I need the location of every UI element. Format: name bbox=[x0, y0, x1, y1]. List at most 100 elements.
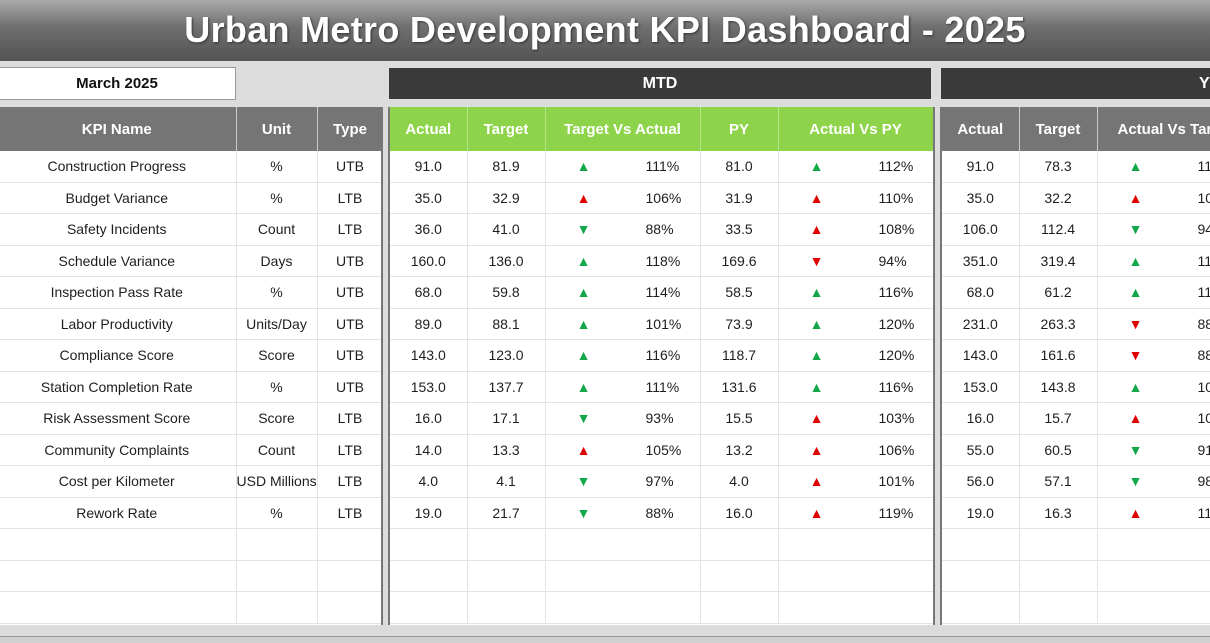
mtd-actual-cell: 4.0 bbox=[390, 466, 467, 498]
ytd-actual-vs-target-cell-content: ▲116% bbox=[1098, 505, 1210, 521]
ytd-actual-cell: 106.0 bbox=[942, 214, 1019, 246]
kpi-row: Station Completion Rate%UTB bbox=[0, 371, 383, 403]
ytd-actual-vs-target-cell: ▲110% bbox=[1097, 245, 1210, 277]
mtd-target-vs-actual-cell-content: ▲116% bbox=[546, 347, 700, 363]
unit-cell: % bbox=[236, 497, 317, 529]
mtd-actual-cell: 143.0 bbox=[390, 340, 467, 372]
up-arrow-icon: ▲ bbox=[807, 158, 827, 174]
mtd-actual-cell: 153.0 bbox=[390, 371, 467, 403]
ytd-target-cell: 143.8 bbox=[1019, 371, 1097, 403]
up-arrow-icon: ▲ bbox=[574, 442, 594, 458]
unit-cell: Units/Day bbox=[236, 308, 317, 340]
mtd-target-vs-actual-cell: ▼88% bbox=[545, 214, 700, 246]
mtd-actual-vs-py-cell-percent: 116% bbox=[879, 379, 925, 395]
up-arrow-icon: ▲ bbox=[807, 221, 827, 237]
kpi-name-header: KPI Name bbox=[0, 107, 236, 151]
ytd-actual-vs-target-cell-percent: 88% bbox=[1198, 347, 1210, 363]
unit-cell: USD Millions bbox=[236, 466, 317, 498]
dashboard-title: Urban Metro Development KPI Dashboard - … bbox=[184, 9, 1025, 51]
ytd-actual-vs-target-cell-content: ▼98% bbox=[1098, 473, 1210, 489]
kpi-name-cell: Station Completion Rate bbox=[0, 371, 236, 403]
up-arrow-icon: ▲ bbox=[1126, 379, 1146, 395]
mtd-actual-vs-py-cell-content: ▲108% bbox=[779, 221, 933, 237]
up-arrow-icon: ▲ bbox=[807, 316, 827, 332]
mtd-target-cell: 41.0 bbox=[467, 214, 545, 246]
ytd-actual-vs-target-cell-content: ▲109% bbox=[1098, 190, 1210, 206]
ytd-actual-vs-target-cell: ▲116% bbox=[1097, 151, 1210, 182]
kpi-name-cell: Budget Variance bbox=[0, 182, 236, 214]
empty-cell bbox=[236, 529, 317, 561]
mtd-actual-vs-py-cell: ▲106% bbox=[778, 434, 933, 466]
dashboard-title-bar: Urban Metro Development KPI Dashboard - … bbox=[0, 0, 1210, 61]
kpi-row: Rework Rate%LTB bbox=[0, 497, 383, 529]
kpi-name-cell: Rework Rate bbox=[0, 497, 236, 529]
ytd-actual-cell: 153.0 bbox=[942, 371, 1019, 403]
mtd-target-vs-actual-cell-percent: 111% bbox=[646, 379, 692, 395]
kpi-name-cell: Schedule Variance bbox=[0, 245, 236, 277]
month-selector[interactable]: March 2025 bbox=[0, 67, 236, 100]
mtd-actual-vs-py-cell: ▲110% bbox=[778, 182, 933, 214]
mtd-target-vs-actual-cell-content: ▼88% bbox=[546, 221, 700, 237]
ytd-section-header: YT bbox=[941, 68, 1210, 99]
ytd-actual-vs-target-cell: ▲116% bbox=[1097, 497, 1210, 529]
mtd-actual-cell: 89.0 bbox=[390, 308, 467, 340]
ytd-actual-vs-target-cell-percent: 91% bbox=[1198, 442, 1210, 458]
type-cell: UTB bbox=[317, 245, 383, 277]
empty-cell bbox=[317, 560, 383, 592]
empty-cell bbox=[390, 529, 467, 561]
empty-cell bbox=[236, 560, 317, 592]
mtd-actual-vs-py-cell: ▲103% bbox=[778, 403, 933, 435]
mtd-actual-vs-py-cell-percent: 101% bbox=[879, 473, 925, 489]
ytd-target-cell: 32.2 bbox=[1019, 182, 1097, 214]
ytd-empty-row bbox=[942, 560, 1210, 592]
unit-cell: Count bbox=[236, 434, 317, 466]
mtd-target-vs-actual-cell: ▼88% bbox=[545, 497, 700, 529]
mtd-target-vs-actual-cell-content: ▼93% bbox=[546, 410, 700, 426]
kpi-info-panel: KPI Name Unit Type Construction Progress… bbox=[0, 107, 383, 625]
type-cell: UTB bbox=[317, 151, 383, 182]
mtd-py-cell: 15.5 bbox=[700, 403, 778, 435]
mtd-target-vs-actual-cell-percent: 93% bbox=[646, 410, 692, 426]
empty-cell bbox=[778, 560, 933, 592]
ytd-panel: Actual Target Actual Vs Targ 91.078.3▲11… bbox=[940, 107, 1210, 625]
mtd-target-vs-actual-header: Target Vs Actual bbox=[545, 107, 700, 151]
kpi-name-cell: Safety Incidents bbox=[0, 214, 236, 246]
ytd-target-cell: 61.2 bbox=[1019, 277, 1097, 309]
ytd-actual-vs-target-cell: ▼94% bbox=[1097, 214, 1210, 246]
mtd-actual-vs-py-cell-content: ▲101% bbox=[779, 473, 933, 489]
ytd-actual-vs-target-cell-content: ▲111% bbox=[1098, 284, 1210, 300]
empty-cell bbox=[942, 592, 1019, 624]
ytd-actual-cell: 19.0 bbox=[942, 497, 1019, 529]
mtd-py-cell: 13.2 bbox=[700, 434, 778, 466]
mtd-actual-cell: 91.0 bbox=[390, 151, 467, 182]
ytd-actual-vs-target-cell: ▼98% bbox=[1097, 466, 1210, 498]
mtd-target-vs-actual-cell: ▲116% bbox=[545, 340, 700, 372]
ytd-actual-vs-target-cell-content: ▼88% bbox=[1098, 316, 1210, 332]
kpi-row: Construction Progress%UTB bbox=[0, 151, 383, 182]
empty-cell bbox=[700, 560, 778, 592]
mtd-target-vs-actual-cell-content: ▲106% bbox=[546, 190, 700, 206]
down-arrow-icon: ▼ bbox=[574, 221, 594, 237]
up-arrow-icon: ▲ bbox=[807, 284, 827, 300]
empty-cell bbox=[467, 560, 545, 592]
ytd-actual-vs-target-cell-percent: 94% bbox=[1198, 221, 1210, 237]
type-cell: LTB bbox=[317, 214, 383, 246]
up-arrow-icon: ▲ bbox=[574, 379, 594, 395]
ytd-actual-cell: 351.0 bbox=[942, 245, 1019, 277]
mtd-target-vs-actual-cell-content: ▼88% bbox=[546, 505, 700, 521]
mtd-py-cell: 4.0 bbox=[700, 466, 778, 498]
kpi-name-cell: Risk Assessment Score bbox=[0, 403, 236, 435]
unit-cell: Score bbox=[236, 403, 317, 435]
up-arrow-icon: ▲ bbox=[1126, 410, 1146, 426]
mtd-actual-vs-py-cell-percent: 110% bbox=[879, 190, 925, 206]
mtd-actual-vs-py-cell-percent: 103% bbox=[879, 410, 925, 426]
down-arrow-icon: ▼ bbox=[1126, 473, 1146, 489]
mtd-target-vs-actual-cell: ▲101% bbox=[545, 308, 700, 340]
mtd-table: Actual Target Target Vs Actual PY Actual… bbox=[390, 107, 934, 624]
